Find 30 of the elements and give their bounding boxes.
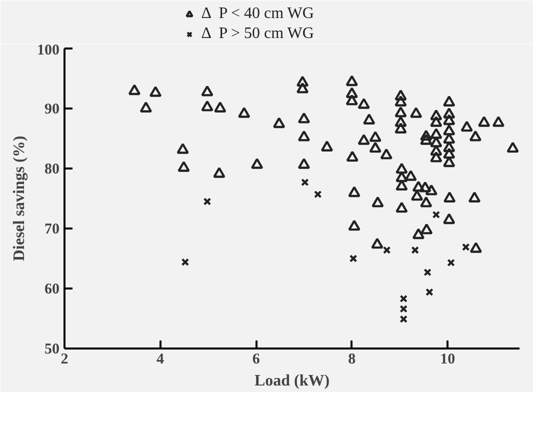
x-tick-label: 8: [348, 352, 356, 368]
point: [432, 210, 440, 219]
point: [400, 294, 408, 303]
y-tick-label: 50: [44, 342, 60, 358]
y-tick-label: 100: [37, 42, 60, 58]
point: [349, 254, 358, 262]
point: [426, 288, 434, 296]
point: [301, 178, 309, 186]
point: [447, 258, 455, 267]
x-tick-label: 4: [156, 352, 165, 368]
legend-label: Δ P > 50 cm WG: [201, 25, 314, 43]
point: [411, 246, 420, 254]
point: [203, 198, 212, 206]
point: [314, 190, 322, 198]
legend-label: Δ P < 40 cm WG: [201, 5, 314, 23]
y-axis-title: Diesel savings (%): [11, 136, 28, 262]
y-tick-label: 80: [44, 162, 60, 178]
x-tick-label: 10: [440, 352, 456, 368]
y-tick-label: 90: [44, 102, 60, 118]
point: [424, 268, 432, 276]
y-tick-label: 70: [44, 222, 60, 238]
point: [181, 258, 190, 266]
point: [400, 315, 408, 324]
point: [400, 304, 408, 313]
y-tick-label: 60: [44, 282, 60, 298]
x-tick-label: 2: [60, 352, 68, 368]
x-tick-label: 6: [252, 352, 260, 368]
point: [382, 246, 391, 254]
x-axis-title: Load (kW): [254, 372, 330, 390]
point: [462, 243, 470, 252]
